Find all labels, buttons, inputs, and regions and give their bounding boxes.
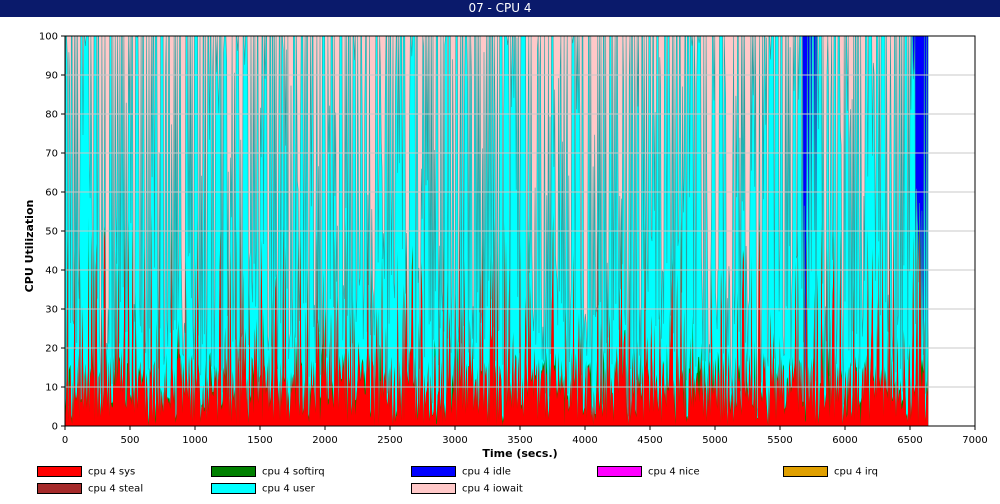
x-tick-label-2000: 2000 xyxy=(312,435,337,446)
y-tick-label-80: 80 xyxy=(45,110,58,121)
x-tick-label-1000: 1000 xyxy=(182,435,207,446)
legend-swatch xyxy=(411,466,456,477)
legend: cpu 4 sys cpu 4 softirq cpu 4 idle cpu 4 ni… xyxy=(0,464,1000,504)
y-tick-label-100: 100 xyxy=(39,32,58,43)
y-tick-label-10: 10 xyxy=(45,383,58,394)
x-tick-label-500: 500 xyxy=(120,435,139,446)
y-tick-label-0: 0 xyxy=(52,422,58,433)
legend-swatch xyxy=(211,466,256,477)
y-tick-label-70: 70 xyxy=(45,149,58,160)
grid-lines xyxy=(65,74,975,388)
legend-label: cpu 4 sys xyxy=(88,466,136,478)
x-tick-label-4500: 4500 xyxy=(637,435,662,446)
legend-swatch xyxy=(597,466,642,477)
x-tick-label-3000: 3000 xyxy=(442,435,467,446)
legend-swatch xyxy=(211,483,256,494)
x-tick-label-7000: 7000 xyxy=(962,435,987,446)
x-axis-label: Time (secs.) xyxy=(482,447,557,460)
legend-item: cpu 4 iowait xyxy=(411,483,523,495)
x-tick-label-1500: 1500 xyxy=(247,435,272,446)
legend-label: cpu 4 nice xyxy=(648,466,700,478)
legend-item: cpu 4 steal xyxy=(37,483,143,495)
y-tick-label-60: 60 xyxy=(45,188,58,199)
series-user xyxy=(65,36,929,426)
legend-label: cpu 4 iowait xyxy=(462,483,523,495)
legend-label: cpu 4 user xyxy=(262,483,315,495)
legend-item: cpu 4 softirq xyxy=(211,466,325,478)
y-tick-label-90: 90 xyxy=(45,71,58,82)
legend-label: cpu 4 softirq xyxy=(262,466,325,478)
legend-item: cpu 4 nice xyxy=(597,466,700,478)
legend-item: cpu 4 user xyxy=(211,483,315,495)
y-tick-label-40: 40 xyxy=(45,266,58,277)
x-tick-label-4000: 4000 xyxy=(572,435,597,446)
x-tick-label-2500: 2500 xyxy=(377,435,402,446)
legend-swatch xyxy=(783,466,828,477)
legend-label: cpu 4 irq xyxy=(834,466,878,478)
series-user-line xyxy=(64,34,929,417)
y-tick-label-30: 30 xyxy=(45,305,58,316)
y-tick-label-50: 50 xyxy=(45,227,58,238)
x-tick-label-5000: 5000 xyxy=(702,435,727,446)
legend-swatch xyxy=(37,466,82,477)
y-axis-label: CPU Utilization xyxy=(23,200,36,293)
window-title: 07 - CPU 4 xyxy=(0,0,1000,17)
x-tick-label-6500: 6500 xyxy=(897,435,922,446)
x-tick-label-6000: 6000 xyxy=(832,435,857,446)
legend-swatch xyxy=(411,483,456,494)
x-tick-label-3500: 3500 xyxy=(507,435,532,446)
series-sys xyxy=(65,213,929,426)
legend-item: cpu 4 sys xyxy=(37,466,135,478)
legend-label: cpu 4 idle xyxy=(462,466,511,478)
x-tick-label-5500: 5500 xyxy=(767,435,792,446)
legend-item: cpu 4 irq xyxy=(783,466,878,478)
legend-label: cpu 4 steal xyxy=(88,483,144,495)
legend-swatch xyxy=(37,483,82,494)
x-tick-label-0: 0 xyxy=(62,435,68,446)
legend-item: cpu 4 idle xyxy=(411,466,511,478)
y-tick-label-20: 20 xyxy=(45,344,58,355)
